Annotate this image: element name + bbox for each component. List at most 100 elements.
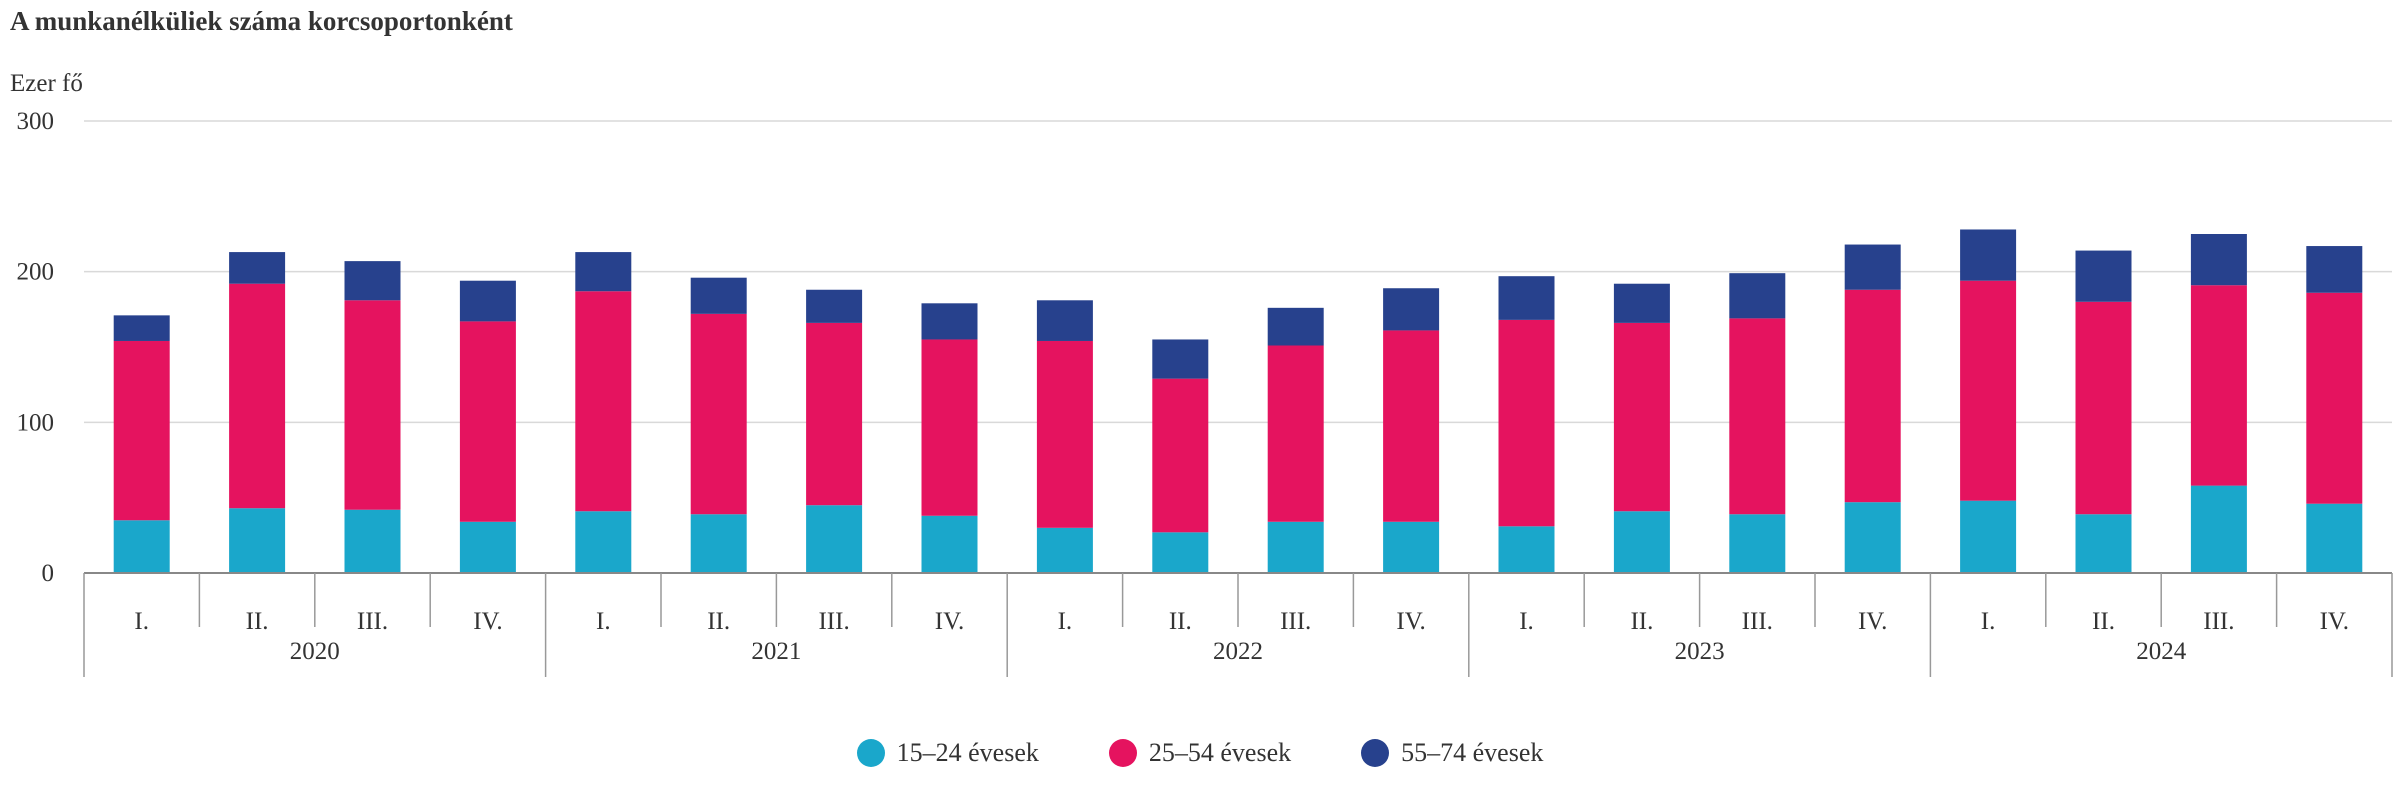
legend-label: 25–54 évesek: [1148, 738, 1292, 767]
bar-segment-2: [1729, 318, 1786, 515]
bar-segment-2: [113, 340, 170, 521]
legend-item[interactable]: 15–24 évesek: [856, 738, 1039, 768]
bar-segment-1: [1729, 514, 1786, 573]
bar-segment-3: [921, 303, 978, 340]
bar-segment-2: [575, 291, 632, 512]
legend-label: 55–74 évesek: [1401, 738, 1544, 767]
bar-segment-1: [575, 511, 632, 573]
bar-segment-3: [690, 277, 747, 314]
legend-swatch: [1361, 739, 1390, 767]
bar-segment-2: [806, 322, 863, 506]
legend-swatch: [1108, 739, 1137, 767]
bar-segment-3: [2306, 246, 2363, 293]
bar-segment-2: [1267, 345, 1324, 522]
legend-swatch: [856, 739, 885, 767]
y-tick-label: 100: [17, 409, 55, 436]
chart-title: A munkanélküliek száma korcsoportonként: [10, 6, 513, 36]
legend-item[interactable]: 25–54 évesek: [1108, 738, 1292, 768]
legend: 15–24 évesek 25–54 évesek 55–74 évesek: [0, 738, 2400, 768]
bar-segment-3: [1152, 339, 1209, 379]
x-tick-label: I.: [1058, 608, 1073, 635]
x-tick-label: III.: [818, 608, 849, 635]
bar-segment-2: [2190, 285, 2247, 486]
bar-segment-2: [1960, 280, 2017, 501]
bar-segment-1: [1383, 521, 1440, 573]
y-tick-label: 300: [17, 108, 55, 135]
bar-segment-3: [1267, 307, 1324, 346]
bar-segment-1: [690, 514, 747, 573]
x-tick-label: IV.: [1858, 608, 1887, 635]
x-tick-label: II.: [246, 608, 269, 635]
x-tick-label: IV.: [1396, 608, 1425, 635]
bar-segment-2: [1036, 340, 1093, 528]
x-group-label: 2020: [290, 638, 340, 665]
bar-segment-2: [1613, 322, 1670, 512]
x-tick-label: II.: [1630, 608, 1653, 635]
bar-segment-2: [2306, 292, 2363, 504]
bar-segment-1: [459, 521, 516, 573]
bar-segment-3: [113, 315, 170, 341]
bar-segment-2: [229, 283, 286, 509]
bar-segment-2: [2075, 301, 2132, 515]
legend-label: 15–24 évesek: [896, 738, 1039, 767]
bar-segment-1: [921, 515, 978, 573]
bar-segment-1: [2075, 514, 2132, 573]
bar-segment-3: [1383, 288, 1440, 331]
x-tick-label: IV.: [2320, 608, 2349, 635]
bar-segment-1: [2190, 485, 2247, 573]
x-group-label: 2022: [1213, 638, 1263, 665]
x-tick-label: II.: [707, 608, 730, 635]
bar-segment-2: [344, 300, 401, 510]
bar-segment-1: [1498, 526, 1555, 573]
x-tick-label: IV.: [935, 608, 964, 635]
bar-segment-3: [459, 280, 516, 322]
bar-segment-3: [2075, 250, 2132, 302]
x-axis: I. II. III. IV. I. II. III. IV. I. II. III. IV. I. II…: [83, 572, 2393, 677]
x-tick-label: II.: [2092, 608, 2115, 635]
x-tick-label: I.: [1519, 608, 1534, 635]
bar-segment-3: [344, 261, 401, 301]
y-tick-label: 0: [42, 560, 55, 587]
bar-segment-3: [1960, 229, 2017, 281]
bar-segment-1: [344, 509, 401, 573]
bar-segment-1: [2306, 503, 2363, 573]
bar-segment-2: [1498, 319, 1555, 527]
bar-segment-3: [1498, 276, 1555, 320]
x-tick-label: III.: [357, 608, 388, 635]
bar-segment-3: [1036, 300, 1093, 341]
bar-segment-2: [1844, 289, 1901, 503]
x-tick-label: II.: [1169, 608, 1192, 635]
bar-segment-3: [575, 252, 632, 292]
y-tick-label: 200: [17, 259, 55, 286]
bar-segment-1: [1844, 502, 1901, 573]
chart-canvas: Ezer fő 0 100 200 300 I. II. III. IV. I. II. III.…: [10, 70, 2393, 677]
legend-item[interactable]: 55–74 évesek: [1361, 738, 1543, 768]
bar-segment-2: [921, 339, 978, 516]
bar-segment-3: [1729, 273, 1786, 319]
x-group-label: 2024: [2136, 638, 2187, 665]
bar-segment-1: [229, 508, 286, 573]
bars: [113, 229, 2363, 573]
bar-segment-1: [113, 520, 170, 573]
x-tick-label: III.: [2203, 608, 2234, 635]
x-tick-label: III.: [1280, 608, 1311, 635]
bar-segment-1: [1267, 521, 1324, 573]
bar-segment-2: [459, 321, 516, 522]
bar-segment-1: [1960, 500, 2017, 573]
bar-segment-3: [2190, 234, 2247, 286]
bar-segment-2: [690, 313, 747, 515]
bar-segment-1: [1152, 532, 1209, 573]
x-group-label: 2021: [751, 638, 801, 665]
x-group-label: 2023: [1675, 638, 1725, 665]
bar-segment-3: [229, 252, 286, 284]
x-tick-label: I.: [134, 608, 149, 635]
x-tick-label: IV.: [473, 608, 502, 635]
x-tick-label: III.: [1742, 608, 1773, 635]
bar-segment-2: [1152, 378, 1209, 533]
bar-segment-1: [1036, 527, 1093, 573]
bar-segment-1: [806, 505, 863, 573]
bar-segment-3: [1844, 244, 1901, 290]
x-tick-label: I.: [1981, 608, 1996, 635]
bar-segment-3: [806, 289, 863, 323]
x-tick-label: I.: [596, 608, 611, 635]
